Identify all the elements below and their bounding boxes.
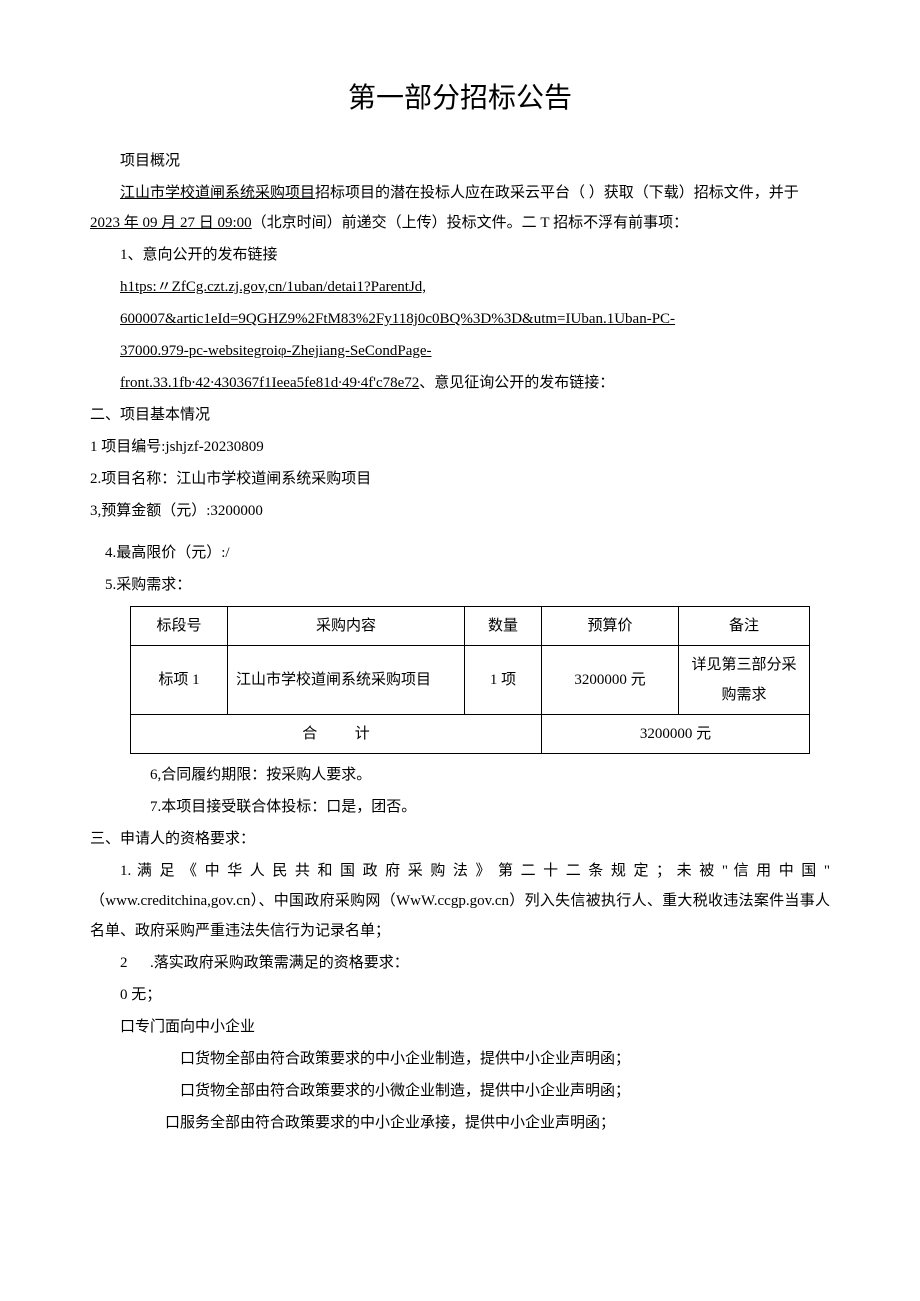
th-note: 备注 — [679, 607, 810, 646]
sec3-para1: 1. 满 足 《 中 华 人 民 共 和 国 政 府 采 购 法 》 第 二 十… — [90, 856, 830, 946]
sec3-opt1a: 口货物全部由符合政策要求的中小企业制造，提供中小企业声明函； — [90, 1044, 830, 1074]
document-page: 第一部分招标公告 项目概况 江山市学校道闸系统采购项目招标项目的潜在投标人应在政… — [0, 0, 920, 1190]
td-note: 详见第三部分采购需求 — [679, 646, 810, 715]
project-name-underline: 江山市学校道闸系统采购项目 — [120, 185, 315, 201]
sec2-item1: 1 项目编号:jshjzf-20230809 — [90, 432, 830, 462]
td-content: 江山市学校道闸系统采购项目 — [228, 646, 465, 715]
td-lot: 标项 1 — [131, 646, 228, 715]
section-overview-label: 项目概况 — [90, 146, 830, 176]
sec2-item7: 7.本项目接受联合体投标：口是，团否。 — [90, 792, 830, 822]
sec2-item3: 3,预算金额（元）:3200000 — [90, 496, 830, 526]
sec2-item6: 6,合同履约期限：按采购人要求。 — [90, 760, 830, 790]
td-budget: 3200000 元 — [542, 646, 679, 715]
table-total-row: 合 计 3200000 元 — [131, 715, 810, 754]
url-line-1: h1tps:〃ZfCg.czt.zj.gov,cn/1uban/detai1?P… — [90, 272, 830, 302]
url-text-2: 600007&artic1eId=9QGHZ9%2FtM83%2Fy118j0c… — [120, 311, 675, 327]
td-qty: 1 项 — [465, 646, 542, 715]
intro-text-1: 招标项目的潜在投标人应在政采云平台（ ）获取（下载）招标文件，并于 — [315, 185, 799, 201]
sec3-opt0: 0 无； — [90, 980, 830, 1010]
td-total-value: 3200000 元 — [542, 715, 810, 754]
sec2-item4: 4.最高限价（元）:/ — [90, 538, 830, 568]
td-total-label: 合 计 — [131, 715, 542, 754]
intro-paragraph: 江山市学校道闸系统采购项目招标项目的潜在投标人应在政采云平台（ ）获取（下载）招… — [90, 178, 830, 238]
section3-heading: 三、申请人的资格要求： — [90, 824, 830, 854]
url-line-2: 600007&artic1eId=9QGHZ9%2FtM83%2Fy118j0c… — [90, 304, 830, 334]
url-line-4: front.33.1fb∙42∙430367f1Ieea5fe81d∙49∙4f… — [90, 368, 830, 398]
url-text-1: h1tps:〃ZfCg.czt.zj.gov,cn/1uban/detai1?P… — [120, 279, 426, 295]
table-header-row: 标段号 采购内容 数量 预算价 备注 — [131, 607, 810, 646]
th-content: 采购内容 — [228, 607, 465, 646]
sec3-item2: 2 .落实政府采购政策需满足的资格要求： — [90, 948, 830, 978]
sec3-opt1: 口专门面向中小企业 — [90, 1012, 830, 1042]
th-budget: 预算价 — [542, 607, 679, 646]
url-line-3: 37000.979-pc-websitegroiφ-Zhejiang-SeCon… — [90, 336, 830, 366]
th-qty: 数量 — [465, 607, 542, 646]
sec3-opt1b: 口货物全部由符合政策要求的小微企业制造，提供中小企业声明函； — [90, 1076, 830, 1106]
deadline-underline: 2023 年 09 月 27 日 09:00 — [90, 215, 252, 231]
url-text-3: 37000.979-pc-websitegroiφ-Zhejiang-SeCon… — [120, 343, 432, 359]
sec3-opt1c: 口服务全部由符合政策要求的中小企业承接，提供中小企业声明函； — [90, 1108, 830, 1138]
page-title: 第一部分招标公告 — [90, 70, 830, 126]
sec2-item2: 2.项目名称：江山市学校道闸系统采购项目 — [90, 464, 830, 494]
section2-heading: 二、项目基本情况 — [90, 400, 830, 430]
intro-text-2: （北京时间）前递交（上传）投标文件。二 T 招标不浮有前事项： — [252, 215, 688, 231]
procurement-table: 标段号 采购内容 数量 预算价 备注 标项 1 江山市学校道闸系统采购项目 1 … — [130, 606, 810, 754]
th-lot: 标段号 — [131, 607, 228, 646]
sec2-item5: 5.采购需求： — [90, 570, 830, 600]
url-tail: 、意见征询公开的发布链接： — [419, 375, 614, 391]
table-row: 标项 1 江山市学校道闸系统采购项目 1 项 3200000 元 详见第三部分采… — [131, 646, 810, 715]
url-text-4: front.33.1fb∙42∙430367f1Ieea5fe81d∙49∙4f… — [120, 375, 419, 391]
link-heading: 1、意向公开的发布链接 — [90, 240, 830, 270]
